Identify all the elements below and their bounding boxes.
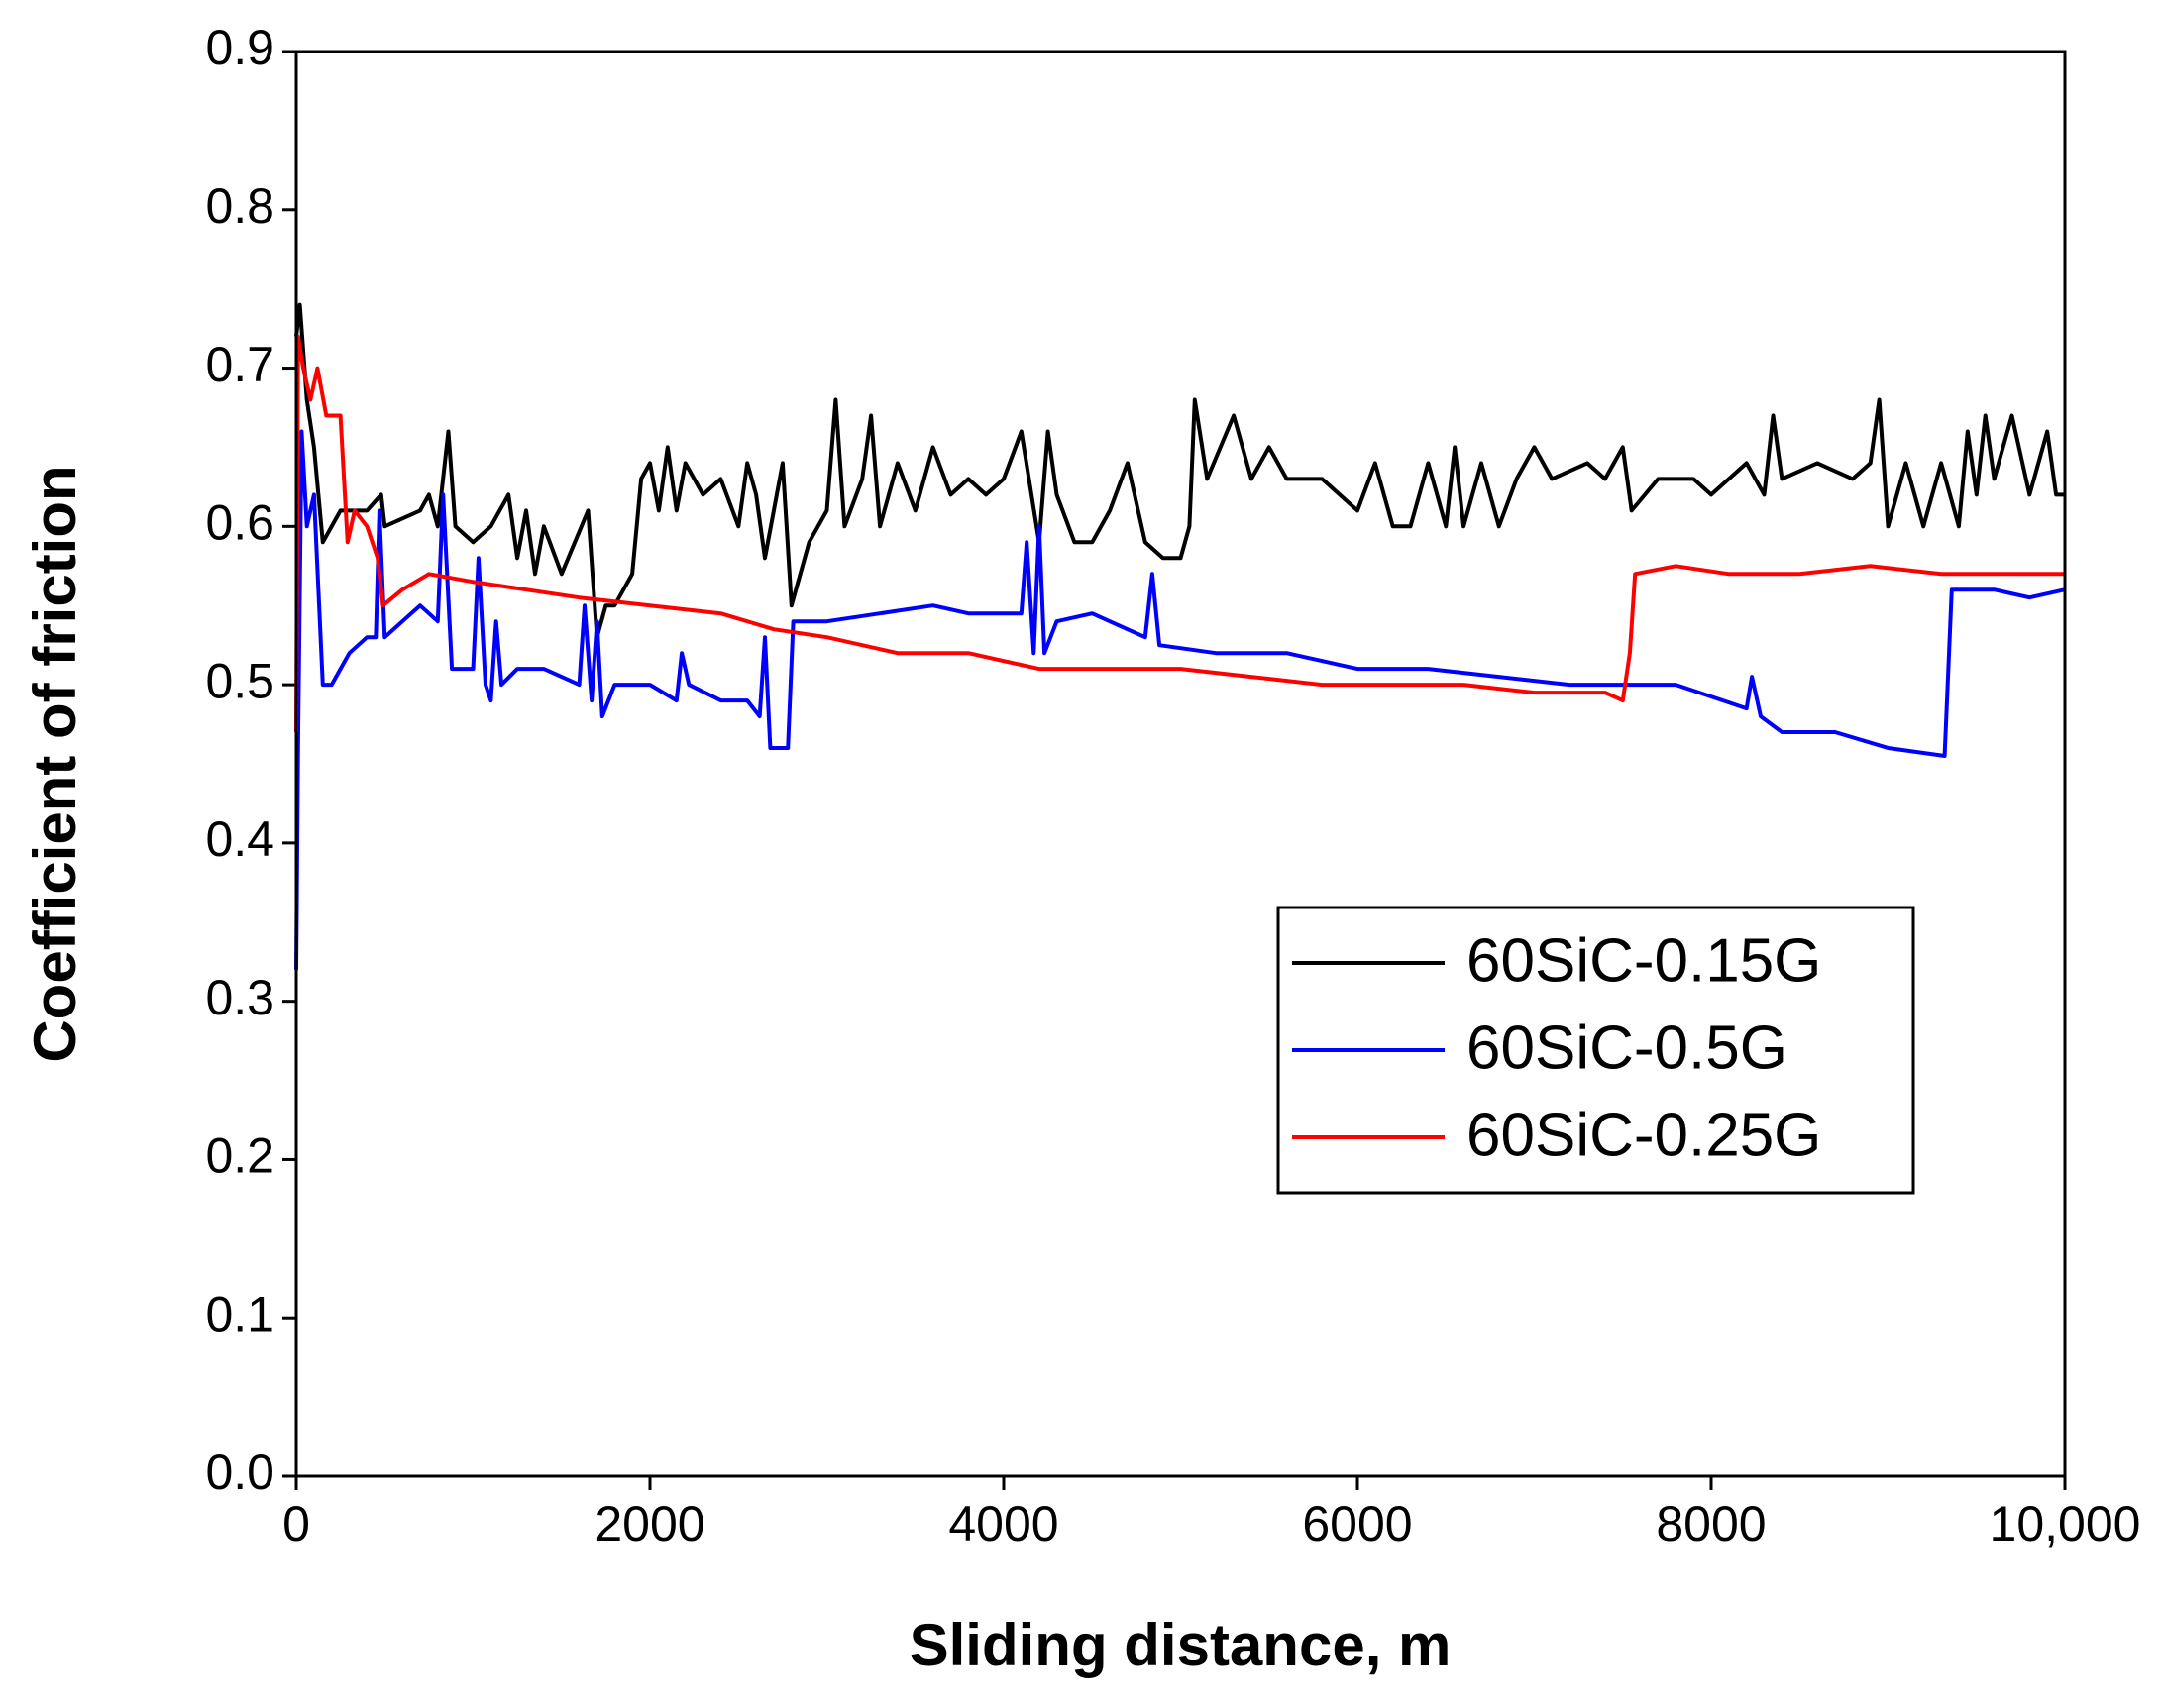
x-axis-title: Sliding distance, m — [910, 1612, 1452, 1678]
x-tick-label: 4000 — [948, 1496, 1058, 1551]
x-tick-label: 8000 — [1656, 1496, 1766, 1551]
y-tick-label: 0.6 — [205, 495, 274, 551]
data-line — [294, 429, 2066, 970]
y-tick-label: 0.7 — [205, 337, 274, 392]
y-tick-label: 0.0 — [205, 1444, 274, 1500]
legend-label: 60SiC-0.5G — [1466, 1014, 1787, 1082]
legend-label: 60SiC-0.15G — [1466, 926, 1821, 995]
x-tick-label: 2000 — [595, 1496, 704, 1551]
legend-label: 60SiC-0.25G — [1466, 1101, 1821, 1169]
data-line — [294, 302, 2065, 640]
y-tick-label: 0.4 — [205, 811, 274, 867]
y-tick-label: 0.5 — [205, 653, 274, 708]
data-line — [294, 334, 2065, 733]
y-tick-label: 0.3 — [205, 970, 274, 1025]
y-axis-title: Coefficient of friction — [22, 465, 88, 1062]
x-tick-label: 0 — [282, 1496, 310, 1551]
y-tick-label: 0.8 — [205, 178, 274, 234]
y-tick-label: 0.1 — [205, 1286, 274, 1341]
x-tick-label: 10,000 — [1990, 1496, 2141, 1551]
y-tick-label: 0.2 — [205, 1128, 274, 1184]
x-tick-label: 6000 — [1302, 1496, 1412, 1551]
plot-frame — [294, 50, 2067, 1478]
y-tick-label: 0.9 — [205, 20, 274, 75]
